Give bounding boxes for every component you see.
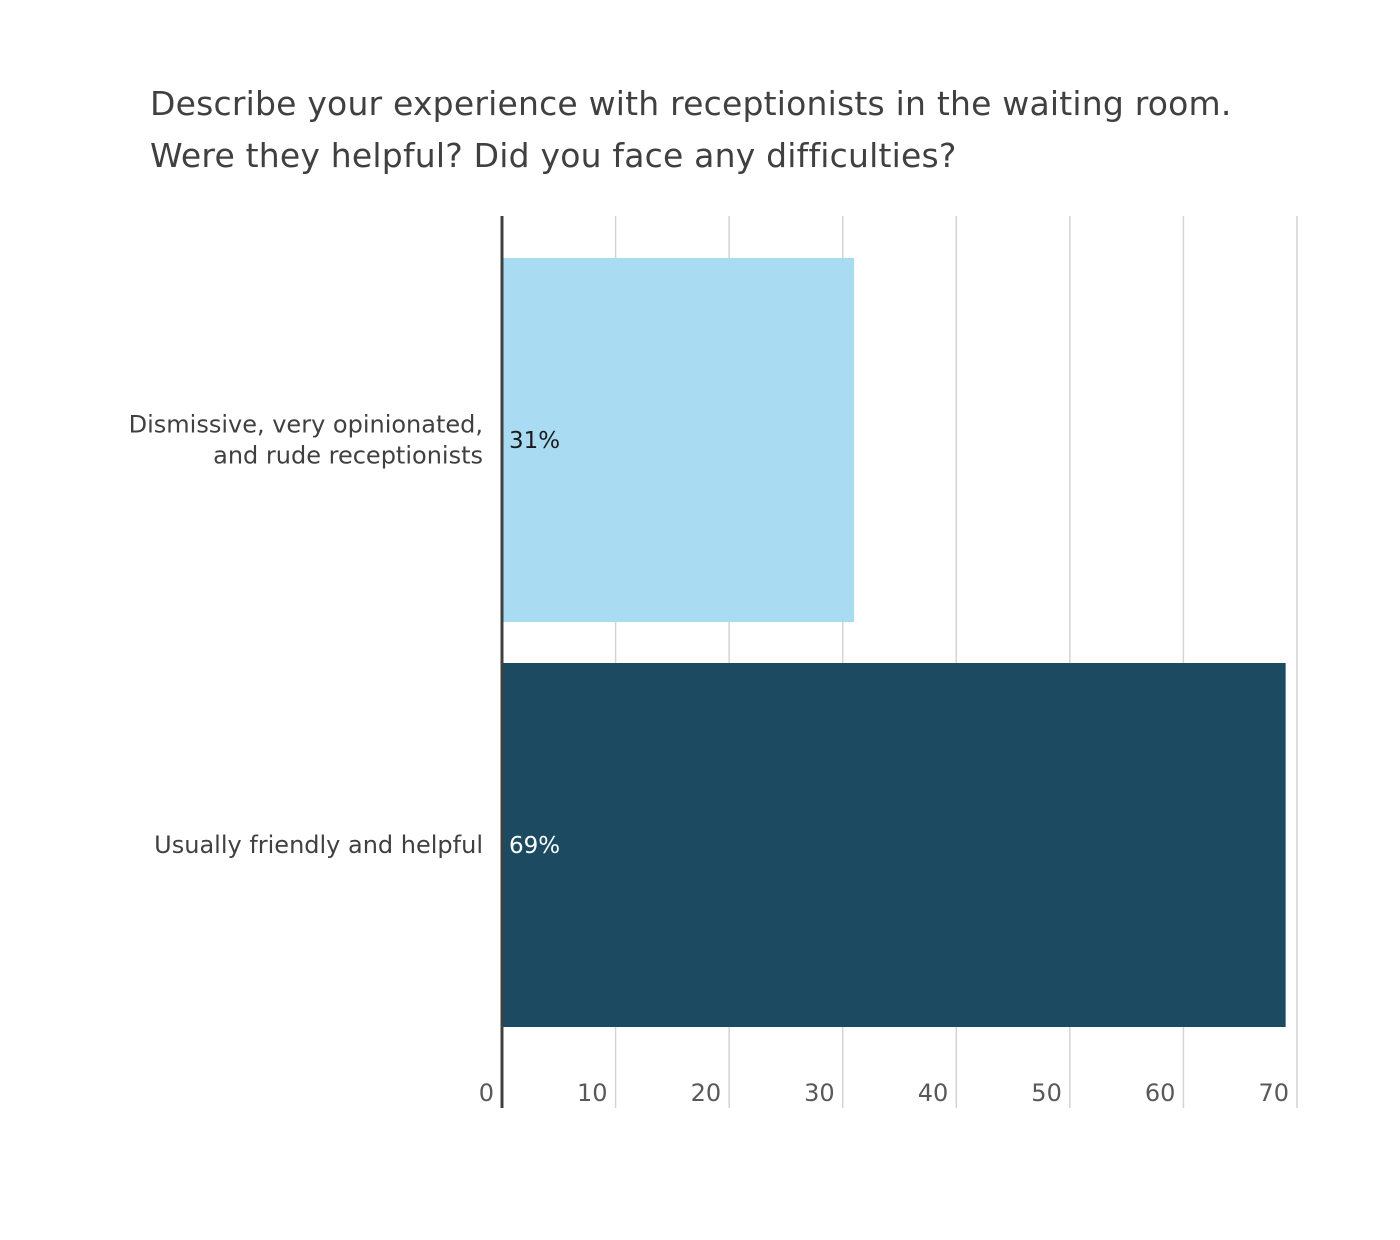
x-tick-label: 40 <box>918 1079 949 1107</box>
x-tick-label: 10 <box>577 1079 608 1107</box>
category-label: Usually friendly and helpful <box>154 831 483 859</box>
category-label-line: and rude receptionists <box>213 442 483 470</box>
x-tick-label: 50 <box>1031 1079 1062 1107</box>
data-label: 31% <box>509 428 560 454</box>
x-tick-label: 30 <box>804 1079 835 1107</box>
bar-1 <box>502 663 1286 1027</box>
category-label-line: Dismissive, very opinionated, <box>129 411 483 439</box>
category-label-line: Usually friendly and helpful <box>154 831 483 859</box>
x-tick-label: 0 <box>479 1079 494 1107</box>
x-tick-label: 70 <box>1258 1079 1289 1107</box>
x-tick-label: 60 <box>1145 1079 1176 1107</box>
bars <box>502 258 1286 1027</box>
bar-0 <box>502 258 855 622</box>
data-label: 69% <box>509 833 560 859</box>
x-tick-label: 20 <box>691 1079 722 1107</box>
labels: 0 10 20 30 40 50 60 70 31% Dismissive, very opini… <box>129 411 1289 1108</box>
category-label: Dismissive, very opinionated, and rude re… <box>129 411 483 470</box>
chart-title: Describe your experience with receptioni… <box>150 84 1232 175</box>
